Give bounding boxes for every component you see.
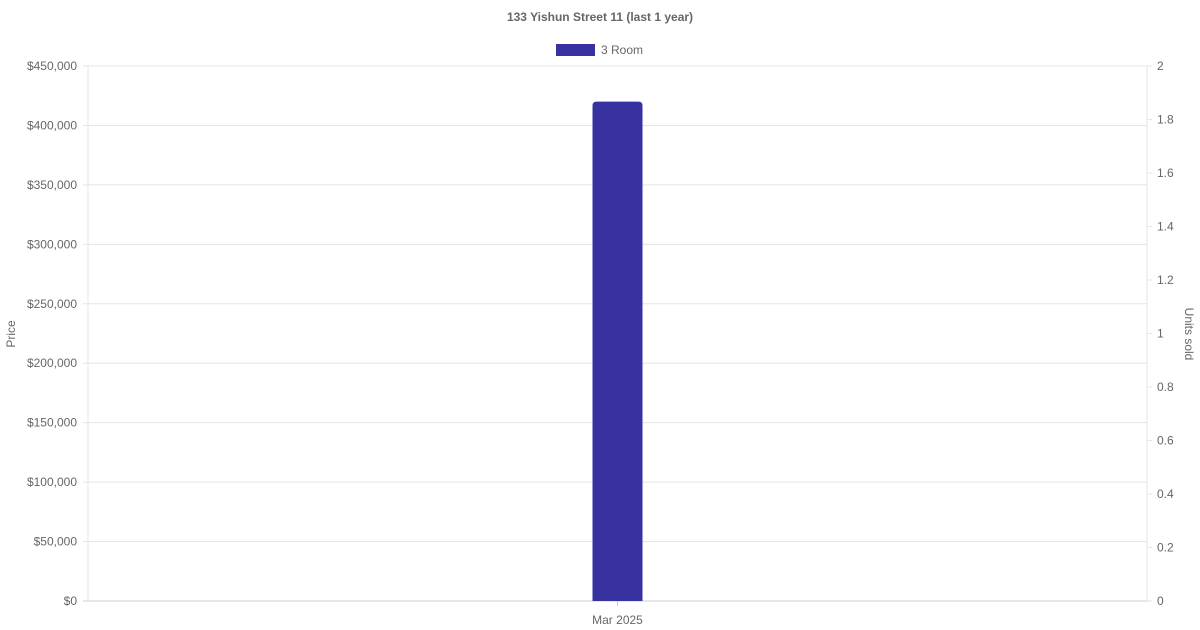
bar[interactable] [592,101,643,602]
y-tick-label: $450,000 [27,59,77,73]
y2-axis-label: Units sold [1182,308,1196,361]
y-tick-label: $100,000 [27,475,77,489]
legend-label: 3 Room [601,43,643,57]
y2-tick-label: 1.4 [1157,220,1174,234]
y-axis-label: Price [4,320,18,348]
y2-tick-label: 0 [1157,594,1164,608]
legend[interactable]: 3 Room [556,43,643,57]
y-tick-label: $250,000 [27,297,77,311]
y-tick-label: $400,000 [27,118,77,132]
legend-swatch [556,44,595,56]
y-tick-label: $0 [64,594,78,608]
y-tick-label: $300,000 [27,237,77,251]
y2-tick-label: 2 [1157,59,1164,73]
y-tick-label: $50,000 [34,535,78,549]
chart-title: 133 Yishun Street 11 (last 1 year) [507,10,693,24]
y-tick-label: $350,000 [27,178,77,192]
y-tick-label: $150,000 [27,416,77,430]
y-tick-label: $200,000 [27,356,77,370]
y2-tick-label: 1 [1157,327,1164,341]
y2-tick-label: 1.2 [1157,273,1174,287]
y2-tick-label: 0.8 [1157,380,1174,394]
y2-tick-label: 1.6 [1157,166,1174,180]
y2-tick-label: 0.2 [1157,541,1174,555]
y2-tick-label: 1.8 [1157,113,1174,127]
y2-tick-label: 0.4 [1157,487,1174,501]
y2-tick-label: 0.6 [1157,434,1174,448]
x-tick-label: Mar 2025 [592,613,643,627]
